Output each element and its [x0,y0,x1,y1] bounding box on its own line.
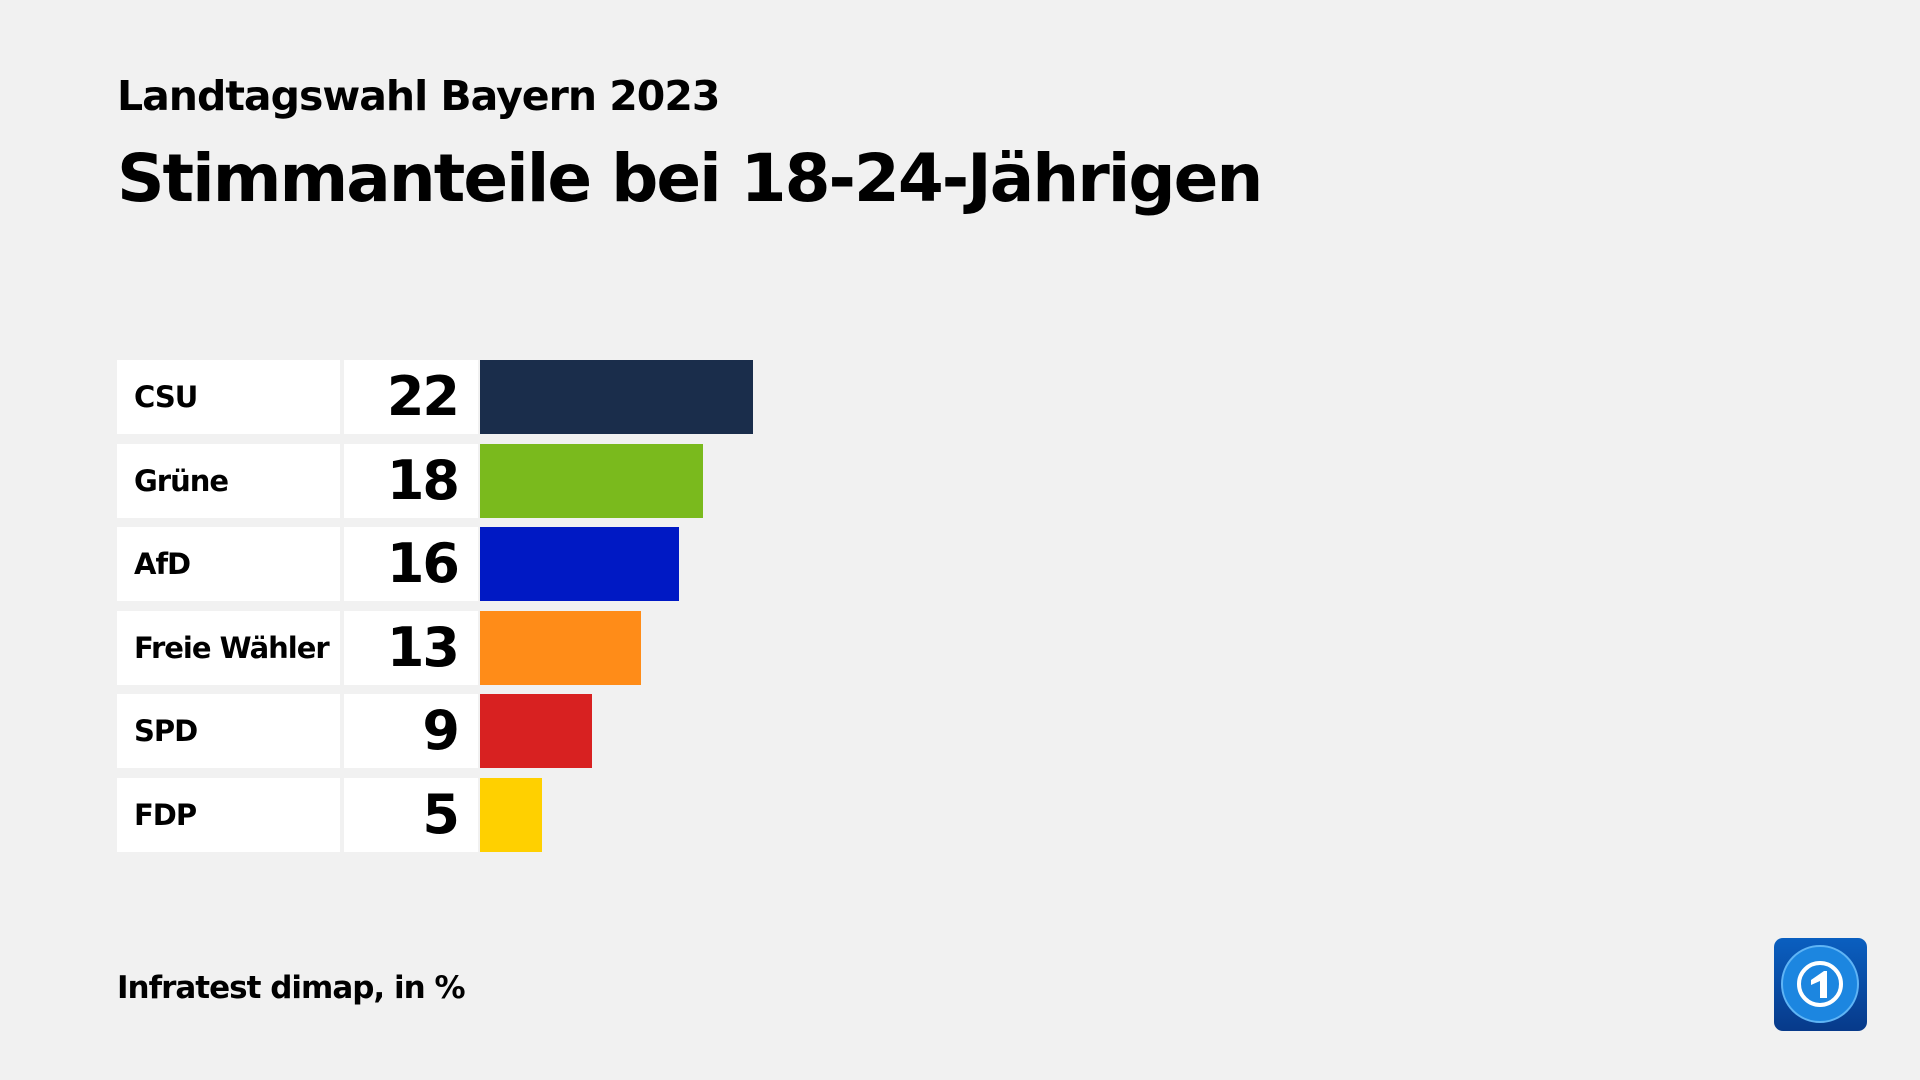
value-label: 9 [344,694,478,769]
category-label: FDP [117,778,340,852]
source-note: Infratest dimap, in % [117,970,466,1006]
category-label: Grüne [117,443,340,518]
bar [480,694,592,769]
category-label: AfD [117,527,340,602]
bar [480,610,642,685]
bar [480,527,679,602]
value-label: 5 [344,778,478,852]
chart-subtitle: Landtagswahl Bayern 2023 [117,72,720,120]
category-label: CSU [117,360,340,434]
chart-title: Stimmanteile bei 18-24-Jährigen [117,140,1263,217]
bar [480,360,753,434]
tagesschau-logo-icon [1774,938,1867,1031]
value-label: 18 [344,443,478,518]
category-label: Freie Wähler [117,610,340,685]
value-label: 16 [344,527,478,602]
value-label: 22 [344,360,478,434]
bar [480,778,543,852]
bar [480,443,704,518]
category-label: SPD [117,694,340,769]
value-label: 13 [344,610,478,685]
